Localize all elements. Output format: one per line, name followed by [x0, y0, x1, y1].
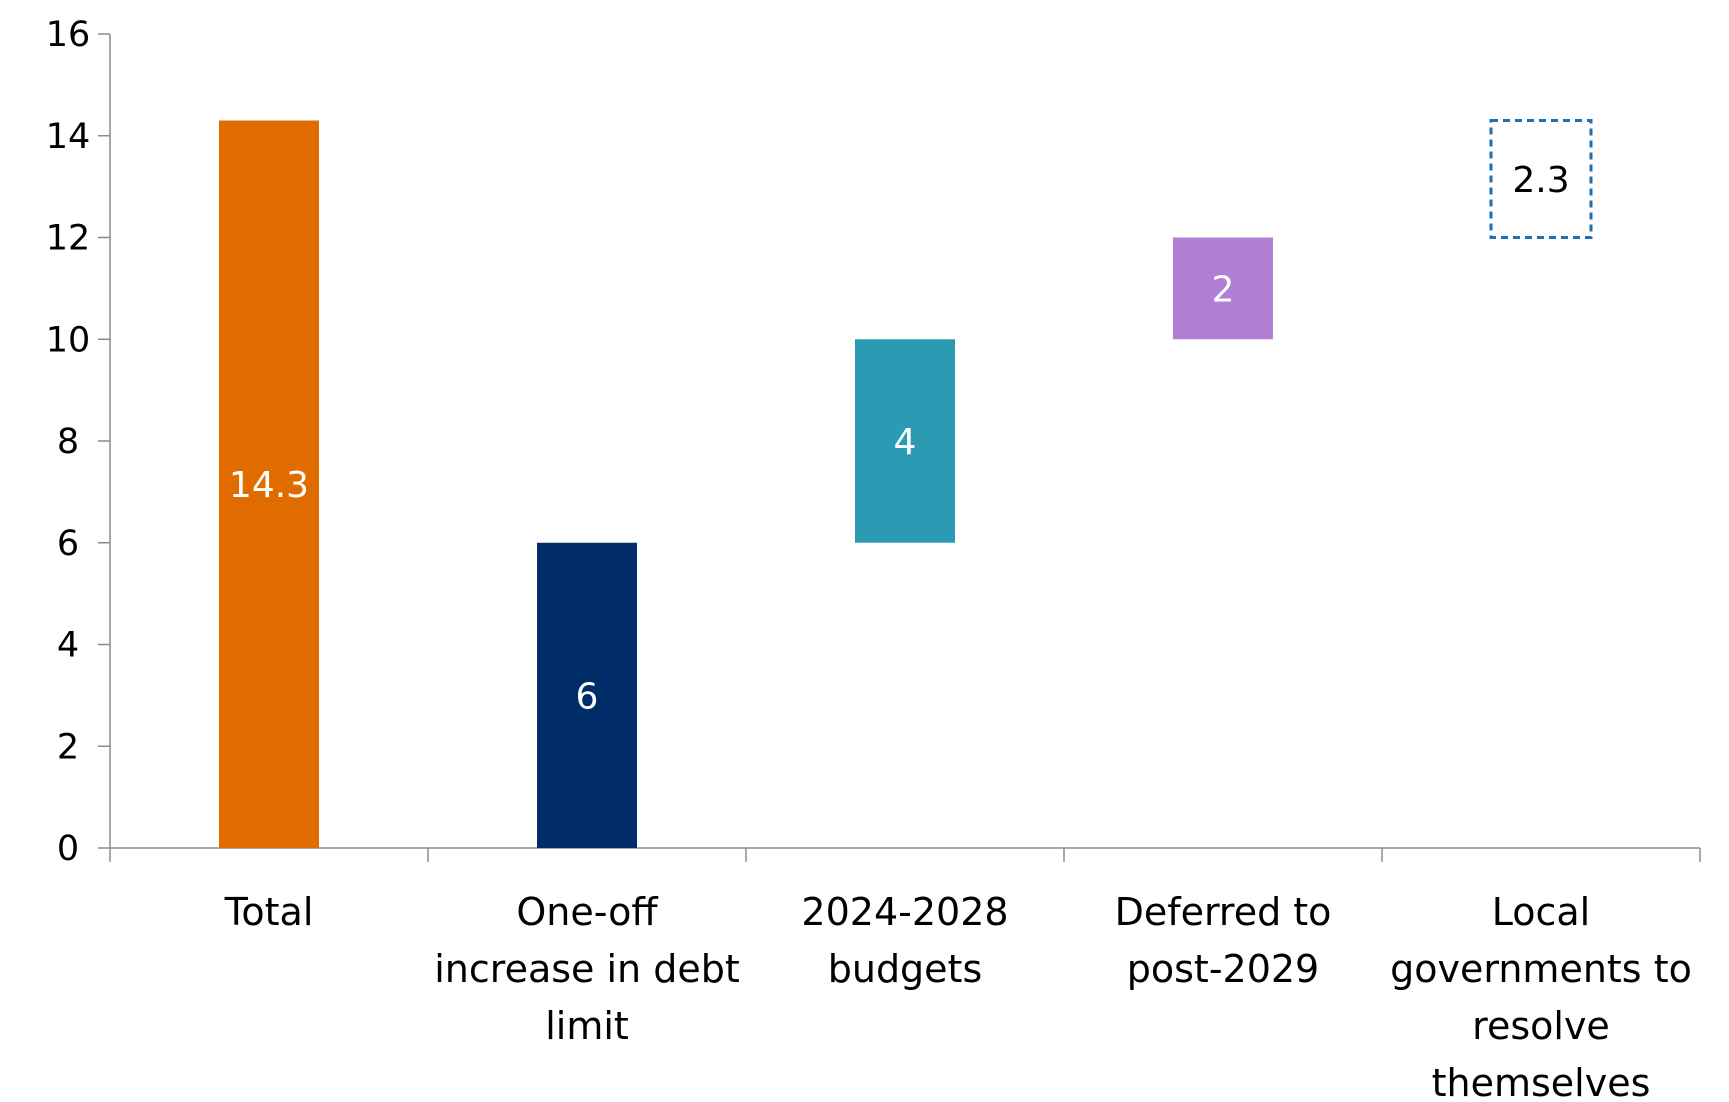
bar-data-label: 2.3: [1512, 160, 1569, 201]
y-tick-label: 0: [57, 829, 79, 869]
bar-data-label: 6: [576, 676, 599, 717]
bar: [537, 542, 637, 848]
x-category-label-line: increase in debt: [434, 947, 739, 991]
y-tick-label: 4: [57, 626, 79, 666]
axes: 0 2 4 6 8 10 12 14 16: [46, 15, 1701, 869]
x-category-label: Local governments to resolve themselves: [1390, 890, 1692, 1102]
x-category-label-line: Local: [1492, 890, 1591, 934]
y-tick-label: 12: [46, 219, 91, 259]
x-category-label-line: post-2029: [1127, 947, 1320, 991]
x-category-label: Total: [224, 890, 314, 934]
y-tick-label: 8: [57, 422, 79, 462]
y-tick-label: 10: [46, 320, 91, 360]
x-category-label: One-off increase in debt limit: [434, 890, 739, 1048]
y-tick-label: 6: [57, 524, 79, 564]
x-category-label-line: One-off: [516, 890, 658, 934]
x-category-label: Deferred to post-2029: [1115, 890, 1332, 991]
labels: Total One-off increase in debt limit 2024-20…: [224, 160, 1692, 1102]
x-category-label-line: governments to: [1390, 947, 1692, 991]
x-category-label-line: limit: [545, 1004, 629, 1048]
bar: [855, 339, 955, 543]
bars: [219, 118, 1593, 849]
x-category-label-line: resolve: [1472, 1004, 1610, 1048]
bar-data-label: 4: [894, 422, 917, 463]
y-tick-label: 2: [57, 727, 79, 767]
x-category-label: 2024-2028 budgets: [801, 890, 1008, 991]
bar-data-label: 2: [1212, 269, 1235, 310]
bar: [1489, 118, 1593, 239]
x-category-label-line: Deferred to: [1115, 890, 1332, 934]
bar: [1173, 237, 1273, 340]
x-category-label-line: Total: [224, 890, 314, 934]
bar-data-label: 14.3: [229, 465, 309, 506]
y-tick-label: 14: [46, 117, 91, 157]
x-category-label-line: budgets: [828, 947, 983, 991]
bar: [219, 120, 319, 849]
y-tick-label: 16: [46, 15, 91, 55]
x-category-label-line: 2024-2028: [801, 890, 1008, 934]
x-category-label-line: themselves: [1432, 1061, 1651, 1102]
